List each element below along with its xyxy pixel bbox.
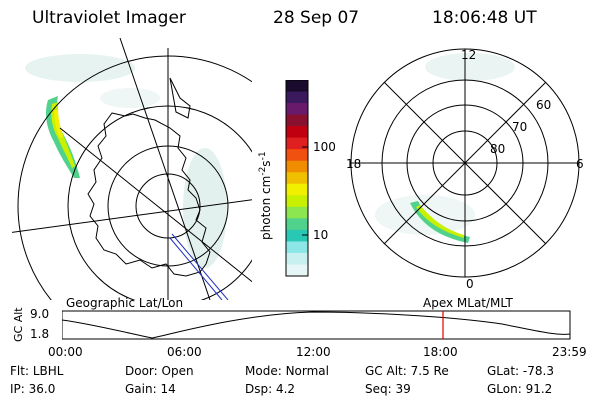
mlt-label-0: 0 (466, 277, 474, 291)
status-door: Door: Open (125, 364, 194, 378)
time-tick-2359: 23:59 (552, 345, 587, 359)
lat-lon-grid (12, 38, 252, 300)
colorbar (285, 80, 309, 277)
status-ip: IP: 36.0 (10, 382, 56, 396)
geographic-map (12, 38, 252, 300)
mlt-label-18: 18 (346, 157, 362, 171)
altitude-timeline (62, 310, 571, 340)
time-tick-0600: 06:00 (167, 345, 202, 359)
status-filter: Flt: LBHL (10, 364, 64, 378)
mlt-label-12: 12 (461, 48, 477, 62)
peninsula-outline (169, 77, 191, 119)
colorbar-cell (286, 80, 308, 93)
altitude-ylabel: GC Alt (12, 307, 25, 342)
colorbar-cell (286, 183, 308, 196)
status-glat: GLat: -78.3 (487, 364, 554, 378)
status-dsp: Dsp: 4.2 (245, 382, 296, 396)
colorbar-tick-label-10: 10 (313, 228, 329, 242)
colorbar-cell (286, 218, 308, 231)
time-label: 18:06:48 UT (432, 8, 537, 28)
mlat-label-80: 80 (490, 142, 506, 156)
colorbar-cell (286, 241, 308, 254)
colorbar-cell (286, 91, 308, 104)
time-tick-1800: 18:00 (423, 345, 458, 359)
colorbar-cell (286, 149, 308, 162)
polar-mlt-plot (350, 48, 580, 278)
altitude-curve (62, 311, 571, 339)
right-panel-label: Apex MLat/MLT (423, 296, 513, 310)
auroral-haze (25, 54, 227, 268)
colorbar-tick-label-100: 100 (313, 140, 336, 154)
colorbar-cell (286, 195, 308, 208)
mlt-label-6: 6 (576, 157, 584, 171)
colorbar-cell (286, 252, 308, 265)
altitude-ytick-bottom: 1.8 (30, 327, 50, 341)
time-tick-1200: 12:00 (296, 345, 331, 359)
auroral-oval-patch (46, 96, 80, 178)
status-glon: GLon: 91.2 (487, 382, 553, 396)
colorbar-cell (286, 137, 308, 150)
colorbar-cell (286, 206, 308, 219)
status-gain: Gain: 14 (125, 382, 176, 396)
colorbar-cell (286, 264, 308, 277)
colorbar-cell (286, 126, 308, 139)
colorbar-cell (286, 103, 308, 116)
auroral-patch-right (410, 201, 470, 243)
status-gc-alt: GC Alt: 7.5 Re (365, 364, 449, 378)
coastline (87, 112, 211, 277)
altitude-ytick-top: 9.0 (30, 307, 50, 321)
left-panel-label: Geographic Lat/Lon (66, 296, 184, 310)
polar-grid (350, 48, 580, 278)
instrument-title: Ultraviolet Imager (32, 8, 186, 28)
mlat-label-60: 60 (536, 98, 552, 112)
status-mode: Mode: Normal (245, 364, 329, 378)
date-label: 28 Sep 07 (273, 8, 360, 28)
time-tick-0000: 00:00 (48, 345, 83, 359)
mlat-label-70: 70 (512, 120, 528, 134)
colorbar-cell (286, 114, 308, 127)
status-seq: Seq: 39 (365, 382, 411, 396)
colorbar-cell (286, 229, 308, 242)
colorbar-cell (286, 172, 308, 185)
satellite-track (169, 233, 229, 300)
colorbar-unit-label: photon cm-2s-1 (258, 151, 273, 240)
colorbar-cell (286, 160, 308, 173)
